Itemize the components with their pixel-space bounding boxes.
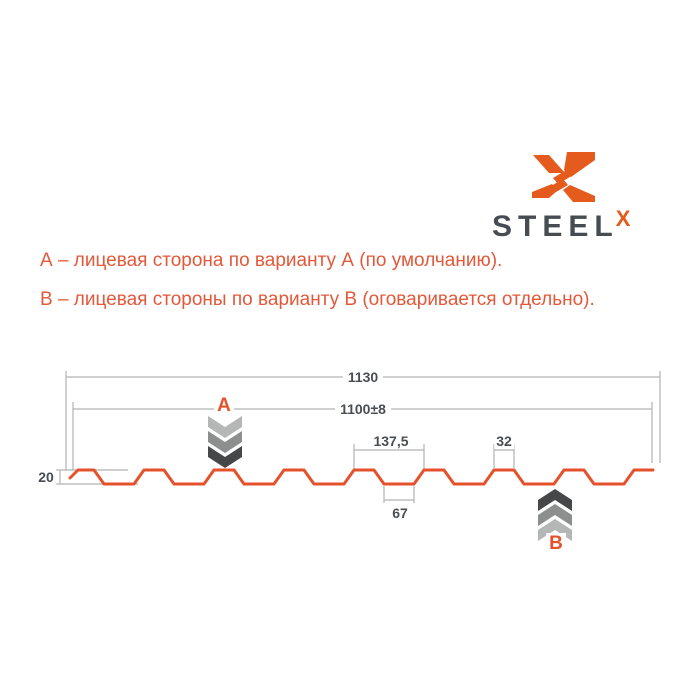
chevron-a-2	[208, 431, 242, 453]
dim-label-pitch: 137,5	[371, 433, 411, 449]
marker-variant-b: В	[546, 533, 566, 555]
dim-label-profile-height: 20	[36, 469, 56, 485]
logo-ribbons	[532, 152, 595, 202]
chevron-b-2	[538, 504, 572, 526]
logo-arm-bottom-right	[563, 185, 595, 202]
profile-outline	[68, 468, 655, 486]
note-variant-a: А – лицевая сторона по варианту А (по ум…	[40, 250, 503, 271]
marker-variant-a: А	[214, 395, 234, 417]
chevron-a-3	[208, 446, 242, 468]
brand-name: STEEL	[492, 210, 619, 243]
dim-label-rib-top-width: 32	[494, 433, 514, 449]
chevrons-a-icon	[208, 416, 242, 468]
dimension-lines	[50, 371, 661, 503]
dim-label-overall-width: 1130	[342, 369, 384, 385]
dim-label-working-width: 1100±8	[335, 401, 391, 417]
brand-wordmark: STEELX	[492, 206, 662, 245]
steelx-logo-icon	[532, 152, 595, 202]
note-variant-b: В – лицевая стороны по варианту В (огова…	[40, 289, 595, 310]
chevron-b-1	[538, 489, 572, 511]
logo-arm-bottom-left	[532, 184, 558, 198]
dim-label-valley-width: 67	[390, 505, 410, 521]
chevron-a-1	[208, 416, 242, 438]
logo-arm-top-left	[533, 155, 565, 173]
logo-center-bar-upper	[553, 168, 575, 184]
brand-suffix-x: X	[615, 206, 631, 231]
